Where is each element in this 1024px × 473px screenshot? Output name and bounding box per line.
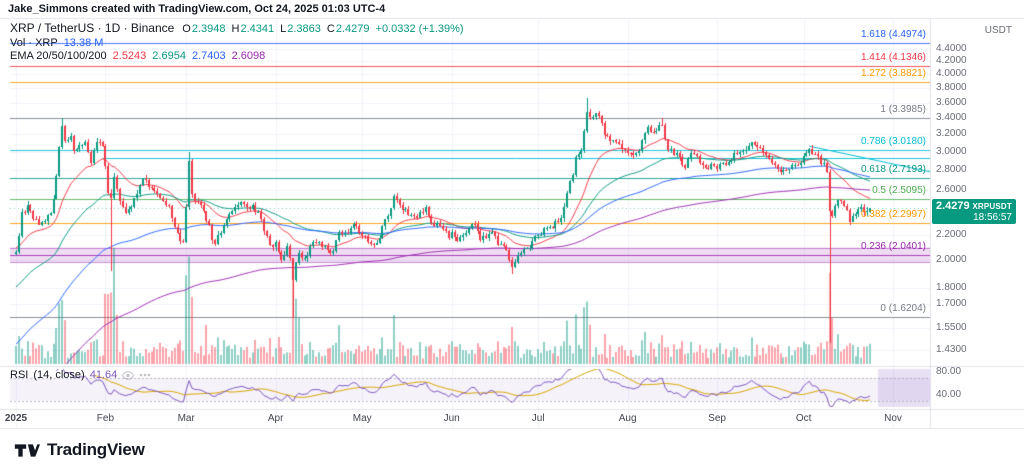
time-axis-label: Sep (708, 413, 726, 424)
attribution-text: Jake_Simmons created with TradingView.co… (8, 3, 386, 15)
footer-bar: TradingView (0, 429, 1024, 473)
tradingview-logo-text: TradingView (47, 440, 145, 459)
price-axis-label: 2.2000 (936, 228, 967, 240)
time-axis-label: Feb (96, 413, 115, 424)
rsi-axis-label: 40.00 (936, 389, 962, 400)
price-axis-label: 4.4000 (936, 42, 967, 54)
price-axis-label: 4.0000 (936, 68, 967, 80)
close-label: C (326, 23, 335, 35)
low-label: L (280, 23, 287, 35)
rsi-axis-label: 80.00 (936, 366, 962, 377)
time-axis[interactable]: 2025 Feb Mar Apr May Jun Jul Aug Sep Oct Nov (0, 410, 1024, 428)
last-price-value: 2.4279 (936, 200, 970, 213)
axis-currency-label: USDT (984, 25, 1012, 36)
time-axis-label: Mar (177, 413, 195, 424)
open-pair: O 2.3948 (182, 23, 225, 35)
badge-symbol-label: XRPUSDT (972, 201, 1012, 211)
price-axis-label: 3.8000 (936, 82, 967, 94)
open-label: O (182, 23, 191, 35)
price-axis-label: 1.5500 (936, 322, 967, 334)
symbol-title[interactable]: XRP / TetherUS · 1D · Binance (10, 21, 175, 35)
tradingview-logo[interactable]: TradingView (14, 440, 145, 460)
time-axis-label: Apr (267, 413, 284, 424)
tradingview-logo-icon (14, 443, 40, 457)
high-label: H (231, 23, 240, 35)
price-axis-label: 1.4300 (936, 344, 967, 356)
close-value: 2.4279 (335, 23, 370, 35)
rsi-value: 41.64 (89, 369, 118, 381)
more-options-icon[interactable] (139, 373, 151, 377)
high-pair: H 2.4341 (232, 23, 275, 35)
time-axis-label: 2025 (4, 413, 28, 424)
volume-indicator-label[interactable]: Vol · XRP (10, 37, 58, 49)
low-pair: L 2.3863 (280, 23, 321, 35)
price-axis-label: 2.0000 (936, 254, 967, 266)
bar-close-countdown: 18:56:57 (973, 212, 1012, 224)
price-axis-label: 2.6000 (936, 183, 967, 195)
volume-legend-row: Vol · XRP 13.38 M (10, 37, 464, 50)
price-axis-label: 3.2000 (936, 128, 967, 140)
close-pair: C 2.4279 (327, 23, 370, 35)
time-axis-label: Jul (531, 413, 545, 424)
rsi-legend-row: RSI (14, close) 41.64 (10, 369, 151, 381)
ema-indicator-label[interactable]: EMA 20/50/100/200 (10, 50, 107, 62)
time-axis-label: Oct (795, 413, 812, 424)
time-axis-label: Jun (443, 413, 460, 424)
change-value: +0.0332 (+1.39%) (375, 23, 464, 35)
price-axis-label: 2.8000 (936, 163, 967, 175)
ema100-value: 2.7403 (191, 50, 226, 62)
volume-value: 13.38 M (63, 37, 104, 49)
price-axis-label: 3.4000 (936, 111, 967, 123)
ema20-value: 2.5243 (112, 50, 147, 62)
ema50-value: 2.6954 (152, 50, 186, 62)
time-axis-label: Aug (618, 413, 637, 424)
eye-icon[interactable] (122, 370, 135, 380)
price-axis-label: 1.8000 (936, 282, 967, 294)
rsi-params: (14, close) (33, 369, 85, 381)
ema200-value: 2.6098 (231, 50, 266, 62)
price-axis-label: 3.6000 (936, 96, 967, 108)
price-axis-label: 4.2000 (936, 55, 967, 67)
low-value: 2.3863 (287, 23, 321, 35)
open-value: 2.3948 (191, 23, 226, 35)
high-value: 2.4341 (240, 23, 275, 35)
price-axis-label: 1.7000 (936, 297, 967, 309)
time-axis-label: May (352, 413, 372, 424)
last-price-badge: 2.4279 XRPUSDT 18:56:57 (932, 199, 1016, 225)
time-axis-label: Nov (884, 413, 902, 424)
price-axis-label: 3.0000 (936, 145, 967, 157)
price-axis[interactable]: USDT 2.4279 XRPUSDT 18:56:57 4.4000 4.200… (930, 19, 1024, 428)
ema-legend-row: EMA 20/50/100/200 2.5243 2.6954 2.7403 2… (10, 50, 464, 63)
rsi-indicator-label[interactable]: RSI (10, 369, 29, 381)
